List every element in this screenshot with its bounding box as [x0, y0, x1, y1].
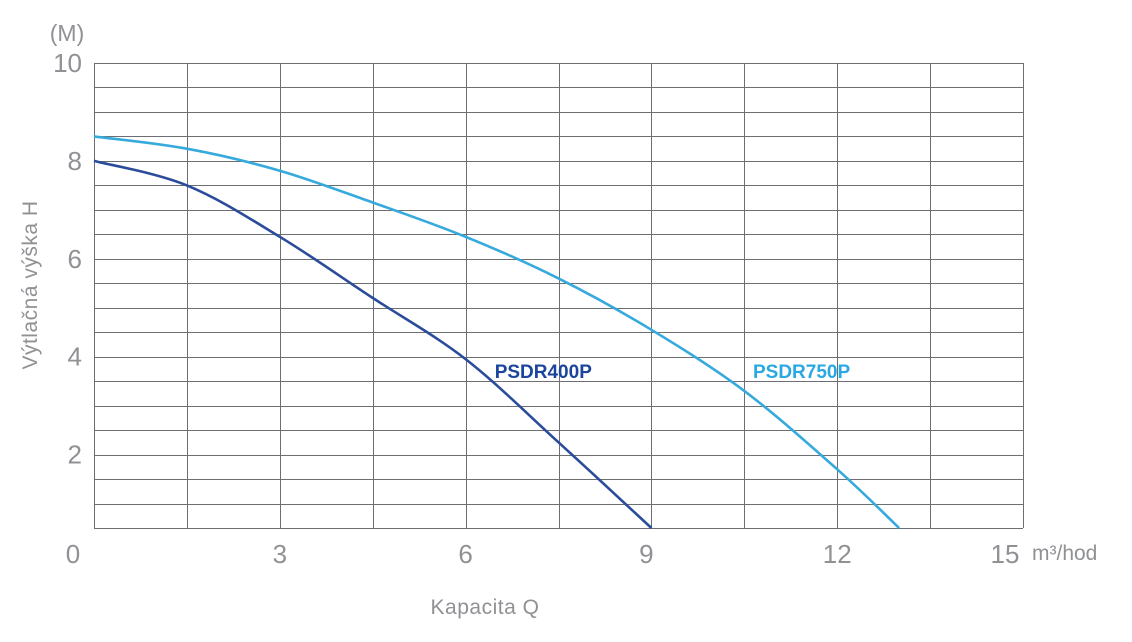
y-axis-title: Výtlačná výška H [19, 200, 42, 370]
series-label-psdr400p: PSDR400P [495, 362, 592, 383]
curve-psdr400p [93, 159, 653, 529]
x-tick-label-15: 15 [991, 539, 1020, 569]
x-tick-label-3: 3 [273, 539, 287, 569]
x-tick-label-12: 12 [823, 539, 852, 569]
series-label-psdr750p: PSDR750P [753, 362, 850, 383]
y-tick-label-8: 8 [68, 146, 82, 176]
x-tick-label-9: 9 [639, 539, 653, 569]
y-tick-label-6: 6 [68, 244, 82, 274]
y-tick-label-10: 10 [53, 48, 82, 78]
x-axis-title: Kapacita Q [430, 596, 540, 619]
y-axis-unit-label: (M) [49, 20, 85, 46]
x-tick-label-0: 0 [66, 539, 80, 569]
y-tick-label-4: 4 [68, 342, 82, 372]
curve-psdr750p [93, 135, 900, 529]
y-tick-label-2: 2 [68, 440, 82, 470]
x-tick-label-6: 6 [458, 539, 472, 569]
x-axis-unit-label: m³/hod [1032, 542, 1098, 565]
